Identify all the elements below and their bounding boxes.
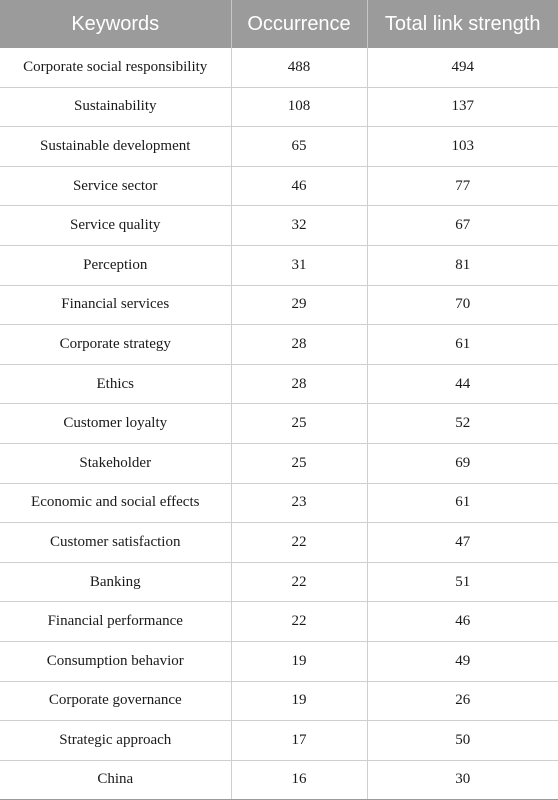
table-header: Keywords Occurrence Total link strength [0, 0, 558, 48]
table-row: Ethics 28 44 [0, 364, 558, 405]
link-strength-cell: 67 [366, 205, 558, 246]
occurrence-cell: 25 [230, 403, 367, 444]
keyword-cell: Customer satisfaction [0, 522, 231, 563]
table-row: Corporate governance 19 26 [0, 681, 558, 722]
link-strength-cell: 46 [366, 601, 558, 642]
table-row: Corporate social responsibility 488 494 [0, 48, 558, 88]
keyword-cell: Service quality [0, 205, 231, 246]
table-row: China 16 30 [0, 760, 558, 800]
table-row: Customer satisfaction 22 47 [0, 522, 558, 563]
table-row: Service quality 32 67 [0, 205, 558, 246]
occurrence-cell: 28 [230, 364, 367, 405]
table-row: Financial performance 22 46 [0, 601, 558, 642]
table-row: Strategic approach 17 50 [0, 720, 558, 761]
table-row: Consumption behavior 19 49 [0, 641, 558, 682]
occurrence-cell: 28 [230, 324, 367, 365]
table-row: Economic and social effects 23 61 [0, 483, 558, 524]
occurrence-cell: 25 [230, 443, 367, 484]
table-row: Stakeholder 25 69 [0, 443, 558, 484]
keyword-cell: Customer loyalty [0, 403, 231, 444]
keyword-cell: Consumption behavior [0, 641, 231, 682]
occurrence-cell: 46 [230, 166, 367, 207]
link-strength-cell: 61 [366, 324, 558, 365]
link-strength-cell: 77 [366, 166, 558, 207]
table-row: Service sector 46 77 [0, 166, 558, 207]
table-row: Corporate strategy 28 61 [0, 324, 558, 365]
occurrence-cell: 488 [230, 48, 367, 88]
link-strength-cell: 26 [366, 681, 558, 722]
keyword-cell: Stakeholder [0, 443, 231, 484]
link-strength-cell: 81 [366, 245, 558, 286]
occurrence-cell: 22 [230, 601, 367, 642]
table-row: Financial services 29 70 [0, 285, 558, 326]
keyword-cell: Corporate social responsibility [0, 48, 231, 88]
link-strength-cell: 30 [366, 760, 558, 800]
header-total-link-strength: Total link strength [366, 0, 558, 48]
occurrence-cell: 29 [230, 285, 367, 326]
occurrence-cell: 31 [230, 245, 367, 286]
occurrence-cell: 22 [230, 522, 367, 563]
keyword-cell: Corporate governance [0, 681, 231, 722]
table-row: Sustainable development 65 103 [0, 126, 558, 167]
table-row: Sustainability 108 137 [0, 87, 558, 128]
link-strength-cell: 52 [366, 403, 558, 444]
keyword-cell: Corporate strategy [0, 324, 231, 365]
link-strength-cell: 61 [366, 483, 558, 524]
header-row: Keywords Occurrence Total link strength [0, 0, 558, 48]
occurrence-cell: 16 [230, 760, 367, 800]
occurrence-cell: 65 [230, 126, 367, 167]
link-strength-cell: 103 [366, 126, 558, 167]
occurrence-cell: 19 [230, 641, 367, 682]
occurrence-cell: 17 [230, 720, 367, 761]
occurrence-cell: 23 [230, 483, 367, 524]
table-row: Perception 31 81 [0, 245, 558, 286]
link-strength-cell: 69 [366, 443, 558, 484]
keyword-cell: China [0, 760, 231, 800]
keyword-cell: Strategic approach [0, 720, 231, 761]
table-body: Corporate social responsibility 488 494 Sus… [0, 48, 558, 800]
link-strength-cell: 70 [366, 285, 558, 326]
keyword-cell: Service sector [0, 166, 231, 207]
keyword-cell: Economic and social effects [0, 483, 231, 524]
link-strength-cell: 50 [366, 720, 558, 761]
keyword-cell: Perception [0, 245, 231, 286]
occurrence-cell: 108 [230, 87, 367, 128]
header-keywords: Keywords [0, 0, 231, 48]
occurrence-cell: 19 [230, 681, 367, 722]
link-strength-cell: 51 [366, 562, 558, 603]
link-strength-cell: 44 [366, 364, 558, 405]
keyword-cell: Financial performance [0, 601, 231, 642]
link-strength-cell: 47 [366, 522, 558, 563]
link-strength-cell: 137 [366, 87, 558, 128]
keyword-cell: Financial services [0, 285, 231, 326]
link-strength-cell: 49 [366, 641, 558, 682]
table-row: Banking 22 51 [0, 562, 558, 603]
keyword-cell: Ethics [0, 364, 231, 405]
keyword-cell: Sustainable development [0, 126, 231, 167]
table-row: Customer loyalty 25 52 [0, 403, 558, 444]
keyword-cell: Sustainability [0, 87, 231, 128]
occurrence-cell: 22 [230, 562, 367, 603]
keyword-cell: Banking [0, 562, 231, 603]
link-strength-cell: 494 [366, 48, 558, 88]
occurrence-cell: 32 [230, 205, 367, 246]
header-occurrence: Occurrence [230, 0, 367, 48]
